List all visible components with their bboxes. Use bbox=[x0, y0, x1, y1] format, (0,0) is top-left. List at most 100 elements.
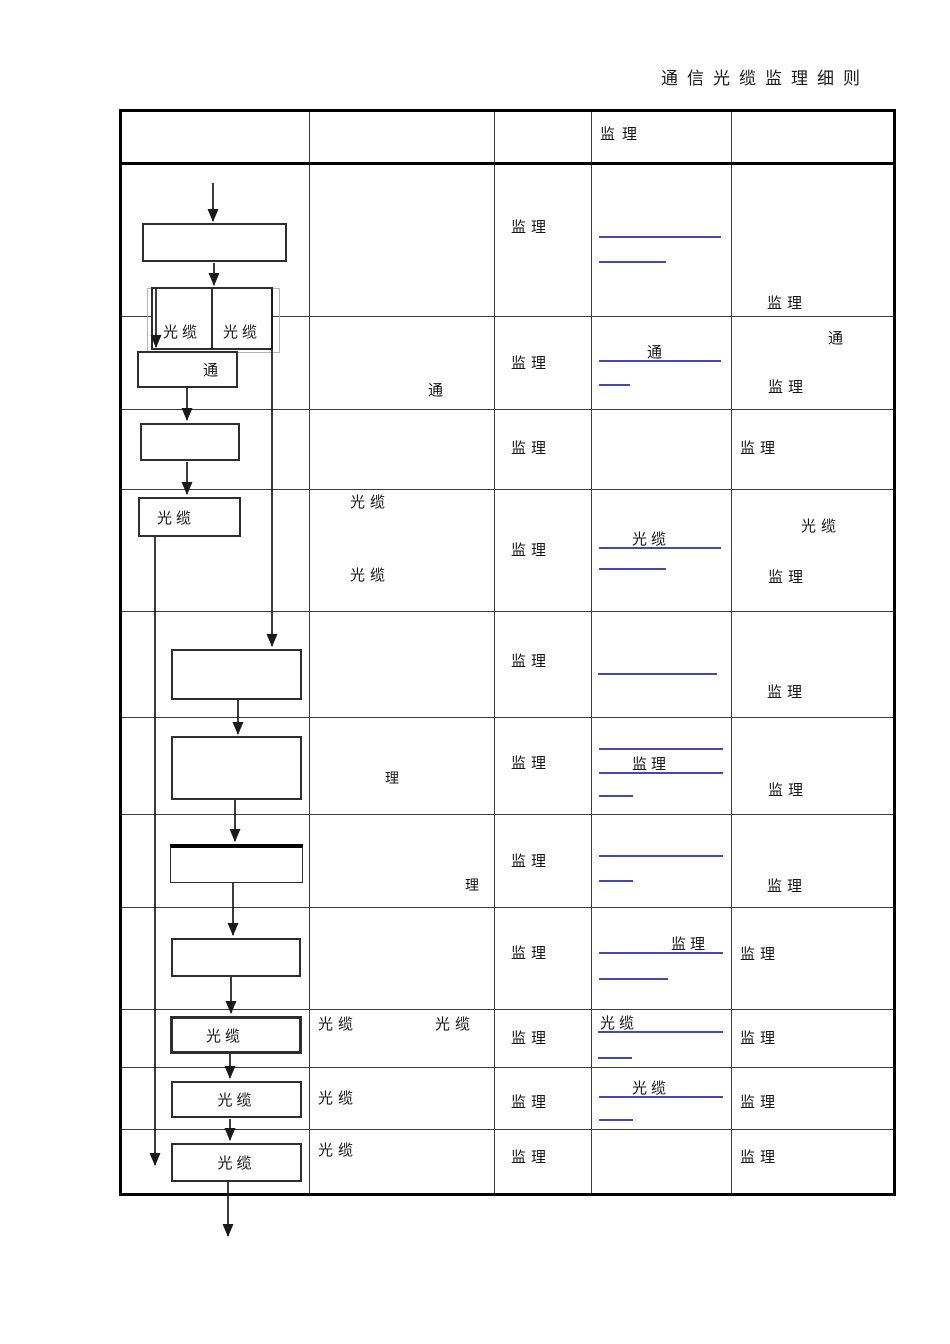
fill-in-line: 光缆 bbox=[599, 527, 721, 549]
cell-r4-c2: 光缆 光缆 bbox=[310, 490, 495, 612]
cell-text: 通 bbox=[828, 330, 849, 347]
box-label: 光缆 bbox=[217, 1092, 256, 1109]
cell-r8-c5: 监理 bbox=[732, 908, 893, 1010]
cell-r9-c1 bbox=[122, 1010, 310, 1068]
cell-r11-c1 bbox=[122, 1130, 310, 1193]
fill-in-line: 通 bbox=[599, 340, 721, 362]
cell-r11-c2: 光缆 bbox=[310, 1130, 495, 1193]
cell-text: 监理 bbox=[768, 569, 809, 586]
line-text: 监理 bbox=[632, 756, 671, 773]
cell-text: 监理 bbox=[740, 946, 781, 963]
cell-r8-c4: 监理 bbox=[592, 908, 732, 1010]
cell-r2-c4: 通 bbox=[592, 317, 732, 410]
cell-header-c1 bbox=[122, 112, 310, 165]
cell-r1-c2 bbox=[310, 165, 495, 317]
cell-text: 监理 bbox=[511, 853, 552, 870]
cell-r5-c3: 监理 bbox=[495, 612, 592, 718]
cell-r6-c4: 监理 bbox=[592, 718, 732, 815]
cell-text: 监理 bbox=[511, 1094, 552, 1111]
blank-underline bbox=[599, 860, 633, 882]
cell-r3-c3: 监理 bbox=[495, 410, 592, 490]
cell-r3-c4 bbox=[592, 410, 732, 490]
blank-underline bbox=[599, 835, 723, 857]
cell-r8-c1 bbox=[122, 908, 310, 1010]
cell-text: 监理 bbox=[740, 1094, 781, 1111]
cell-text: 监理 bbox=[511, 542, 552, 559]
cell-r6-c5: 监理 bbox=[732, 718, 893, 815]
cell-r10-c5: 监理 bbox=[732, 1068, 893, 1130]
cell-header-c4: 监理 bbox=[592, 112, 732, 165]
cell-text: 监理 bbox=[511, 355, 552, 372]
fill-in-line: 监理 bbox=[599, 752, 723, 774]
flow-box-twin-left: 光缆 bbox=[153, 289, 211, 348]
blank-underline bbox=[599, 775, 633, 797]
cell-text: 理 bbox=[385, 770, 401, 786]
flow-box-tong: 通 bbox=[137, 351, 238, 388]
cell-text: 监理 bbox=[767, 295, 808, 312]
cell-text: 光缆 bbox=[318, 1016, 359, 1033]
blank-underline bbox=[598, 653, 717, 675]
cell-r10-c1 bbox=[122, 1068, 310, 1130]
header-label: 监理 bbox=[600, 126, 645, 143]
cell-r2-c1 bbox=[122, 317, 310, 410]
cell-r7-c3: 监理 bbox=[495, 815, 592, 908]
box-label: 光缆 bbox=[157, 509, 196, 527]
cell-r8-c3: 监理 bbox=[495, 908, 592, 1010]
cell-header-c5 bbox=[732, 112, 893, 165]
blank-underline bbox=[599, 364, 630, 386]
cell-header-c3 bbox=[495, 112, 592, 165]
cell-r6-c1 bbox=[122, 718, 310, 815]
cell-r4-c3: 监理 bbox=[495, 490, 592, 612]
cell-text: 监理 bbox=[511, 755, 552, 772]
cell-r1-c5: 监理 bbox=[732, 165, 893, 317]
line-text: 光缆 bbox=[632, 1080, 671, 1097]
flow-box-3 bbox=[140, 423, 240, 461]
cell-r10-c3: 监理 bbox=[495, 1068, 592, 1130]
blank-underline bbox=[598, 1037, 632, 1059]
line-text: 通 bbox=[647, 344, 667, 361]
cell-r9-c3: 监理 bbox=[495, 1010, 592, 1068]
cell-r4-c5: 光缆 监理 bbox=[732, 490, 893, 612]
cell-text: 监理 bbox=[767, 684, 808, 701]
cell-r2-c3: 监理 bbox=[495, 317, 592, 410]
box-label: 光缆 bbox=[205, 1027, 244, 1045]
cell-text: 监理 bbox=[740, 440, 781, 457]
cell-r7-c5: 监理 bbox=[732, 815, 893, 908]
cell-text: 监理 bbox=[740, 1149, 781, 1166]
box-label: 光缆 bbox=[217, 1155, 256, 1172]
cell-r3-c5: 监理 bbox=[732, 410, 893, 490]
cell-text: 监理 bbox=[740, 1030, 781, 1047]
cell-r3-c1 bbox=[122, 410, 310, 490]
cell-r8-c2 bbox=[310, 908, 495, 1010]
box-label: 光缆 bbox=[222, 324, 261, 341]
fill-in-line: 监理 bbox=[599, 932, 723, 954]
flow-box-twin-right: 光缆 bbox=[211, 289, 271, 348]
cell-r1-c4 bbox=[592, 165, 732, 317]
line-text: 监理 bbox=[671, 936, 710, 953]
cell-r11-c4 bbox=[592, 1130, 732, 1193]
cell-header-c2 bbox=[310, 112, 495, 165]
line-text: 光缆 bbox=[600, 1015, 639, 1032]
fill-in-line: 光缆 bbox=[598, 1011, 723, 1033]
cell-r9-c2: 光缆 光缆 bbox=[310, 1010, 495, 1068]
cell-text: 光缆 bbox=[318, 1142, 359, 1159]
cell-r7-c4 bbox=[592, 815, 732, 908]
flow-box-cable-4: 光缆 bbox=[138, 497, 241, 537]
flow-box-twin: 光缆 光缆 bbox=[151, 287, 273, 350]
cell-text: 光缆 bbox=[350, 567, 391, 584]
cell-r11-c3: 监理 bbox=[495, 1130, 592, 1193]
flow-box-7 bbox=[170, 844, 303, 883]
blank-underline bbox=[599, 958, 668, 980]
cell-r5-c5: 监理 bbox=[732, 612, 893, 718]
cell-r9-c5: 监理 bbox=[732, 1010, 893, 1068]
cell-r2-c2: 通 bbox=[310, 317, 495, 410]
box-label: 光缆 bbox=[162, 324, 201, 341]
cell-text: 监理 bbox=[511, 440, 552, 457]
blank-underline bbox=[599, 728, 723, 750]
flow-box-6 bbox=[171, 736, 302, 800]
cell-text: 监理 bbox=[511, 653, 552, 670]
blank-underline bbox=[599, 241, 666, 263]
cell-text: 监理 bbox=[768, 782, 809, 799]
line-text: 光缆 bbox=[632, 531, 671, 548]
